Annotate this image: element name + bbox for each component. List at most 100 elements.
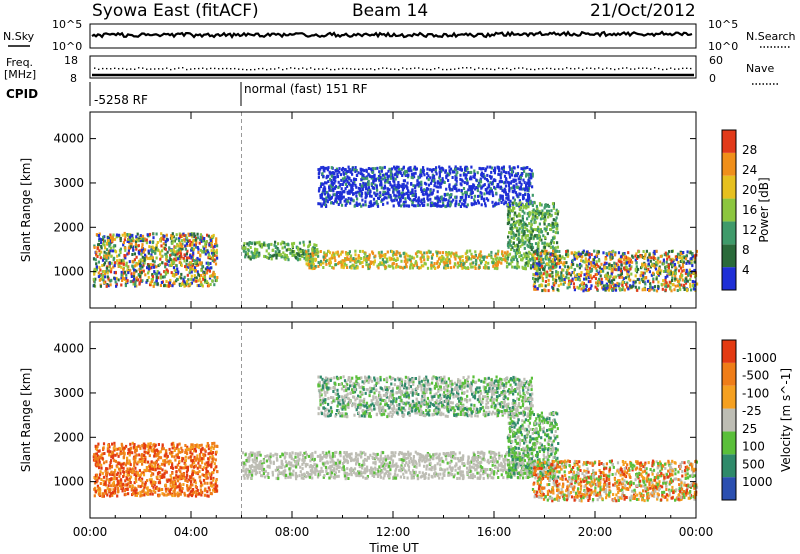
echo-cell (520, 258, 523, 262)
echo-cell (623, 255, 626, 259)
echo-cell (371, 203, 375, 207)
echo-cell (590, 269, 593, 273)
echo-cell (384, 179, 387, 182)
echo-cell (100, 463, 103, 467)
echo-cell (523, 205, 526, 208)
echo-cell (679, 275, 682, 279)
echo-cell (465, 177, 469, 181)
echo-cell (442, 203, 445, 207)
echo-cell (484, 167, 488, 171)
echo-cell (95, 233, 98, 237)
echo-cell (566, 249, 569, 253)
ytick-label: 1000 (53, 265, 84, 279)
echo-cell (212, 249, 215, 253)
echo-cell (154, 481, 157, 484)
echo-cell (558, 250, 561, 253)
echo-cell (304, 252, 307, 256)
echo-cell (593, 249, 596, 253)
echo-cell (457, 263, 460, 267)
echo-cell (127, 271, 130, 275)
echo-cell (103, 243, 106, 247)
echo-cell (642, 263, 645, 267)
echo-cell (98, 476, 101, 480)
echo-cell (455, 189, 458, 193)
echo-cell (210, 251, 214, 255)
echo-cell (547, 278, 550, 282)
echo-cell (160, 232, 163, 236)
echo-cell (381, 198, 384, 202)
echo-cell (539, 252, 542, 256)
echo-cell (442, 201, 445, 205)
echo-cell (167, 284, 170, 288)
echo-cell (400, 184, 403, 188)
echo-cell (513, 235, 516, 239)
echo-cell (135, 247, 138, 251)
echo-cell (131, 279, 134, 283)
echo-cell (676, 289, 679, 292)
echo-cell (511, 209, 515, 212)
echo-cell (309, 256, 312, 259)
echo-cell (465, 205, 468, 209)
echo-cell (200, 236, 203, 240)
echo-cell (682, 268, 686, 272)
echo-cell (168, 246, 171, 250)
echo-cell (590, 253, 593, 257)
echo-cell (537, 277, 540, 281)
echo-cell (644, 282, 647, 286)
echo-cell (360, 204, 363, 208)
echo-cell (454, 202, 457, 206)
echo-cell (125, 263, 128, 267)
echo-cell (253, 255, 256, 258)
echo-cell (465, 191, 468, 195)
echo-cell (97, 242, 100, 246)
echo-cell (613, 275, 616, 279)
echo-cell (477, 184, 480, 188)
echo-cell (466, 181, 469, 185)
echo-cell (393, 198, 396, 202)
echo-cell (454, 184, 457, 188)
echo-cell (626, 269, 629, 273)
echo-cell (472, 175, 475, 179)
echo-cell (100, 250, 103, 254)
echo-cell (139, 234, 142, 238)
echo-cell (663, 270, 666, 273)
echo-cell (657, 273, 660, 277)
echo-cell (444, 198, 448, 202)
echo-cell (140, 248, 143, 252)
echo-cell (194, 245, 198, 249)
echo-cell (469, 249, 472, 253)
echo-cell (364, 196, 367, 200)
echo-cell (539, 217, 543, 221)
echo-cell (393, 193, 396, 197)
echo-cell (563, 257, 566, 261)
echo-cell (556, 262, 559, 266)
echo-cell (151, 259, 154, 263)
echo-cell (361, 168, 364, 172)
echo-cell (156, 273, 159, 276)
echo-cell (139, 273, 142, 277)
echo-cell (101, 258, 105, 262)
echo-cell (533, 256, 536, 260)
echo-cell (267, 252, 270, 256)
echo-cell (611, 288, 614, 292)
echo-cell (205, 261, 208, 265)
echo-cell (101, 274, 104, 277)
echo-cell (208, 255, 211, 258)
echo-cell (512, 255, 515, 259)
echo-cell (249, 255, 252, 259)
echo-cell (379, 261, 382, 265)
echo-cell (313, 249, 316, 253)
echo-cell (449, 167, 453, 171)
echo-cell (196, 246, 199, 249)
echo-cell (448, 196, 451, 200)
echo-cell (129, 475, 133, 479)
echo-cell (165, 470, 168, 474)
echo-cell (428, 168, 431, 172)
echo-cell (541, 209, 544, 213)
echo-cell (412, 184, 415, 188)
echo-cell (531, 193, 534, 197)
echo-cell (196, 270, 199, 274)
echo-cell (387, 264, 390, 268)
echo-cell (361, 176, 364, 180)
echo-cell (568, 271, 571, 275)
